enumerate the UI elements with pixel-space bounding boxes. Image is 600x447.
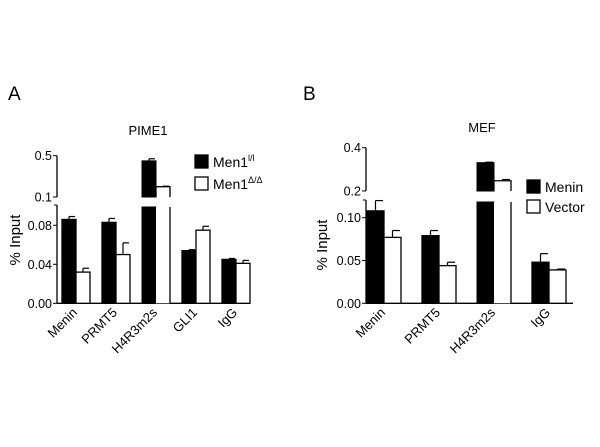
- bar: [383, 236, 402, 304]
- legend-label: Vector: [545, 199, 585, 215]
- legend-swatch: [194, 154, 209, 169]
- y-tick-label: 0.00: [337, 297, 361, 311]
- chart-title: MEF: [468, 120, 496, 135]
- bar: [366, 210, 385, 304]
- bar: [101, 221, 117, 304]
- y-tick-label: 0.1: [35, 191, 52, 205]
- legend-label: Menin: [545, 179, 583, 195]
- chart-title: PIME1: [128, 123, 167, 138]
- panel-label: B: [303, 84, 316, 105]
- bar-upper: [155, 186, 171, 197]
- bar-upper: [493, 180, 512, 191]
- x-tick-label: PRMT5: [401, 305, 443, 347]
- legend-label-text: Vector: [545, 199, 585, 215]
- y-tick-label: 0.00: [28, 297, 52, 311]
- panel-b: B MEF % Input 0.00 0.05 0.10 0.2 0.4 Menin PRMT5 H…: [303, 84, 585, 356]
- y-tick-label: 0.08: [28, 219, 52, 233]
- panel-label: A: [8, 84, 21, 105]
- bar: [221, 258, 237, 304]
- bar: [548, 269, 567, 304]
- y-tick-label: 0.4: [344, 141, 361, 155]
- bar-upper: [476, 162, 495, 192]
- y-axis-label: % Input: [314, 219, 331, 271]
- bar: [61, 218, 77, 304]
- y-tick-label: 0.10: [337, 211, 361, 225]
- bar-lower: [141, 206, 157, 304]
- bar: [195, 229, 211, 304]
- y-tick-label: 0.5: [35, 149, 52, 163]
- bar-lower: [156, 207, 170, 304]
- bar: [181, 249, 197, 304]
- bar: [531, 261, 550, 304]
- legend-label-sup: Δ/Δ: [248, 175, 263, 185]
- x-tick-label: IgG: [528, 305, 553, 330]
- legend-label: Men1l/l: [213, 153, 255, 170]
- legend-label-text: Men1: [213, 154, 248, 170]
- legend-swatch: [526, 199, 541, 214]
- x-tick-label: H4R3m2s: [447, 304, 499, 356]
- y-axis-label: % Input: [7, 214, 24, 266]
- legend-label-text: Men1: [213, 176, 248, 192]
- y-tick-label: 0.04: [28, 258, 52, 272]
- x-tick-label: GLI1: [170, 305, 201, 336]
- legend-label: Men1Δ/Δ: [213, 175, 263, 192]
- bar: [438, 264, 457, 304]
- legend-label-sup: l/l: [248, 153, 255, 163]
- bar: [235, 262, 251, 304]
- x-tick-label: IgG: [215, 305, 240, 330]
- bar-lower: [494, 202, 511, 304]
- bar: [75, 271, 91, 304]
- legend-swatch: [526, 179, 541, 194]
- legend-swatch: [194, 176, 209, 191]
- y-tick-label: 0.05: [337, 254, 361, 268]
- bar: [421, 235, 440, 304]
- bar: [115, 253, 131, 304]
- y-tick-label: 0.2: [344, 185, 361, 199]
- legend-label-text: Menin: [545, 179, 583, 195]
- bar-lower: [476, 201, 495, 304]
- bar-upper: [141, 160, 157, 198]
